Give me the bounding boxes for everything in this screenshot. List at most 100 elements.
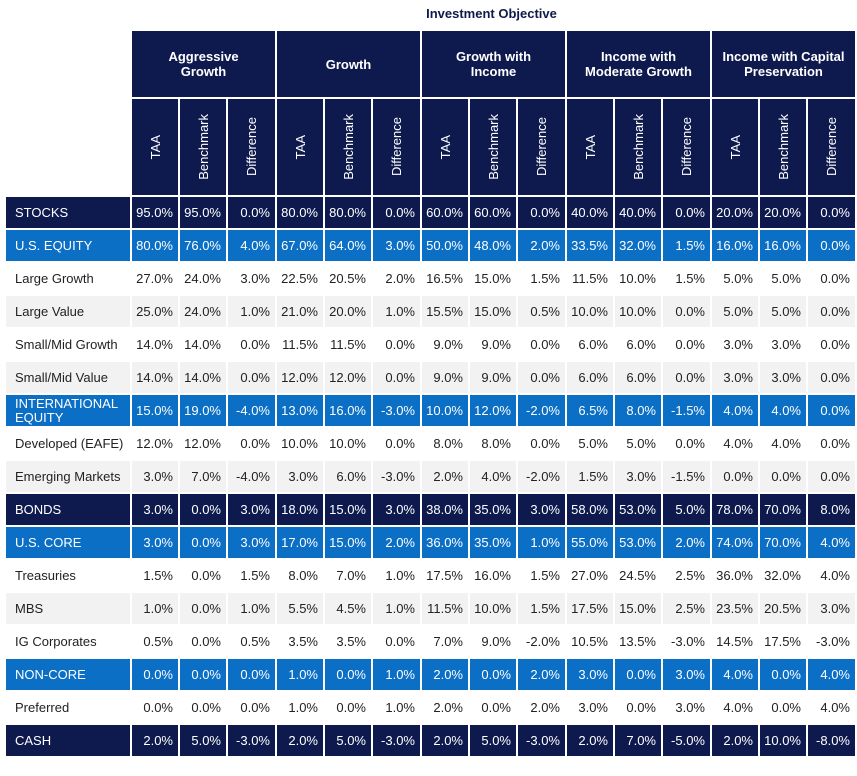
value-cell: 20.0% [325,296,371,327]
value-cell: 0.0% [132,692,178,723]
value-cell: 1.5% [663,263,710,294]
value-cell: 6.5% [567,395,613,426]
value-cell: 2.0% [518,692,565,723]
value-cell: 27.0% [567,560,613,591]
value-cell: 0.0% [180,494,226,525]
value-cell: 20.0% [712,197,758,228]
table-row: U.S. CORE 3.0% 0.0% 3.0% 17.0% 15.0% 2.0% 36.0%… [6,527,855,558]
value-cell: 2.0% [518,230,565,261]
table-row: Emerging Markets 3.0% 7.0% -4.0% 3.0% 6.0% -3.… [6,461,855,492]
value-cell: 13.5% [615,626,661,657]
value-cell: 10.0% [325,428,371,459]
value-cell: 1.5% [132,560,178,591]
column-header-label: Difference [244,117,259,177]
value-cell: 5.0% [325,725,371,756]
value-cell: 0.0% [712,461,758,492]
value-cell: 12.0% [325,362,371,393]
value-cell: 67.0% [277,230,323,261]
value-cell: 24.5% [615,560,661,591]
column-header-difference: Difference [373,99,420,195]
value-cell: 11.5% [277,329,323,360]
value-cell: 40.0% [615,197,661,228]
table-row: Large Growth 27.0% 24.0% 3.0% 22.5% 20.5% 2.0%… [6,263,855,294]
table-row: MBS 1.0% 0.0% 1.0% 5.5% 4.5% 1.0% 11.5% 10.0% 1.5… [6,593,855,624]
value-cell: 3.0% [277,461,323,492]
value-cell: 0.0% [615,692,661,723]
table-row: Small/Mid Value 14.0% 14.0% 0.0% 12.0% 12.0% 0… [6,362,855,393]
value-cell: 5.0% [567,428,613,459]
value-cell: 19.0% [180,395,226,426]
value-cell: 0.0% [132,659,178,690]
column-header-label: TAA [582,134,598,160]
value-cell: 0.0% [663,428,710,459]
value-cell: 17.5% [760,626,806,657]
value-cell: -3.0% [808,626,855,657]
column-header-benchmark: Benchmark [470,99,516,195]
value-cell: 25.0% [132,296,178,327]
value-cell: 74.0% [712,527,758,558]
value-cell: -3.0% [663,626,710,657]
corner-blank [6,99,130,195]
row-label: Developed (EAFE) [6,428,130,459]
value-cell: 4.0% [760,428,806,459]
row-label: IG Corporates [6,626,130,657]
value-cell: 6.0% [325,461,371,492]
value-cell: 14.5% [712,626,758,657]
value-cell: 0.0% [663,362,710,393]
value-cell: 5.0% [760,296,806,327]
value-cell: 5.0% [180,725,226,756]
value-cell: -2.0% [518,461,565,492]
value-cell: 22.5% [277,263,323,294]
table-row: NON-CORE 0.0% 0.0% 0.0% 1.0% 0.0% 1.0% 2.0% 0.0%… [6,659,855,690]
value-cell: 0.0% [808,329,855,360]
value-cell: 0.0% [373,428,420,459]
value-cell: 2.0% [132,725,178,756]
value-cell: 1.5% [567,461,613,492]
row-label: Treasuries [6,560,130,591]
value-cell: 0.0% [470,659,516,690]
value-cell: 2.0% [373,263,420,294]
value-cell: 0.0% [180,527,226,558]
objective-header: Aggressive Growth [132,31,275,97]
value-cell: 80.0% [277,197,323,228]
column-header-taa: TAA [132,99,178,195]
value-cell: 4.0% [228,230,275,261]
value-cell: 0.0% [518,362,565,393]
corner-blank [6,31,130,97]
value-cell: 0.0% [228,329,275,360]
row-label: Emerging Markets [6,461,130,492]
table-row: CASH 2.0% 5.0% -3.0% 2.0% 5.0% -3.0% 2.0% 5.0% -3… [6,725,855,756]
value-cell: 0.0% [808,461,855,492]
value-cell: 2.5% [663,560,710,591]
table-row: Large Value 25.0% 24.0% 1.0% 21.0% 20.0% 1.0% 1… [6,296,855,327]
value-cell: 1.5% [663,230,710,261]
subheader-row: TAA Benchmark Difference TAA Benchmark Differ… [6,99,855,195]
value-cell: 1.5% [518,560,565,591]
objective-header-row: Aggressive Growth Growth Growth with Incom… [6,31,855,97]
column-header-taa: TAA [277,99,323,195]
value-cell: 15.0% [470,263,516,294]
value-cell: 17.5% [567,593,613,624]
value-cell: 80.0% [132,230,178,261]
row-label: U.S. CORE [6,527,130,558]
value-cell: 0.0% [808,428,855,459]
value-cell: -3.0% [228,725,275,756]
value-cell: 1.5% [518,593,565,624]
value-cell: 0.0% [180,560,226,591]
value-cell: 32.0% [615,230,661,261]
value-cell: 16.0% [760,230,806,261]
value-cell: 2.0% [422,725,468,756]
value-cell: 3.0% [663,659,710,690]
row-label: Preferred [6,692,130,723]
value-cell: -5.0% [663,725,710,756]
value-cell: 11.5% [422,593,468,624]
value-cell: 15.0% [325,494,371,525]
value-cell: 6.0% [567,362,613,393]
value-cell: 36.0% [712,560,758,591]
value-cell: 4.0% [808,692,855,723]
value-cell: 3.0% [663,692,710,723]
value-cell: 0.0% [808,230,855,261]
value-cell: 8.0% [277,560,323,591]
column-header-taa: TAA [422,99,468,195]
value-cell: 1.0% [373,560,420,591]
